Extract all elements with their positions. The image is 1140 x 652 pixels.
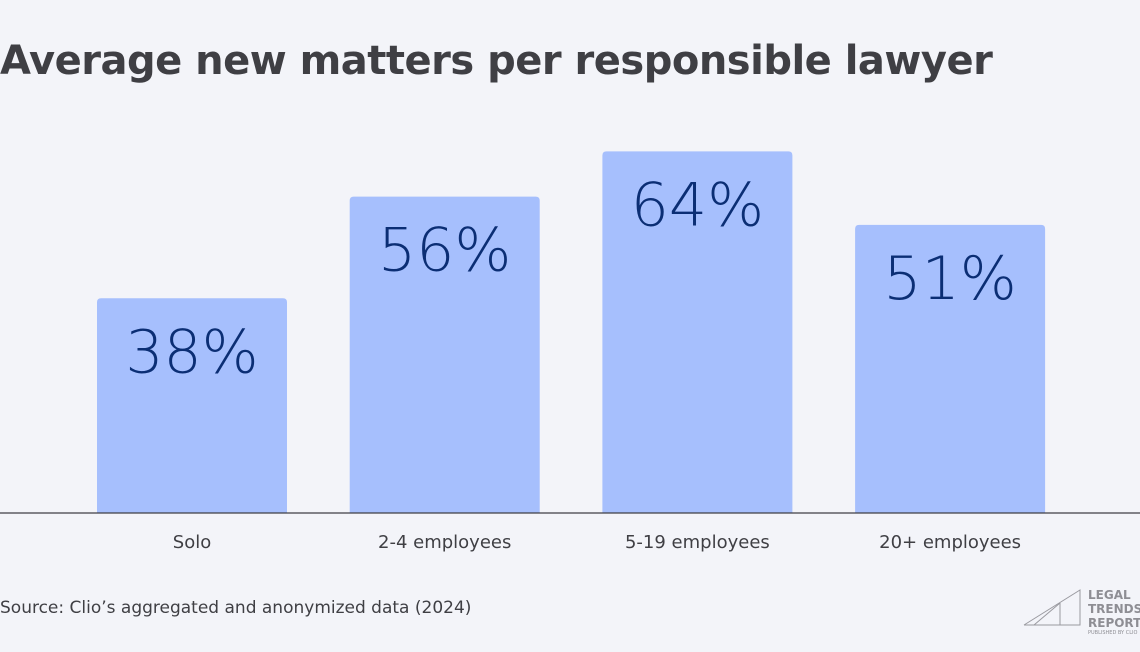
bar-3: [855, 224, 1046, 513]
data-label-3: 51%: [883, 244, 1016, 314]
x-tick-label-1: 2-4 employees: [378, 532, 511, 553]
chart-title: Average new matters per responsible lawy…: [0, 38, 993, 84]
logo-line1: LEGAL: [1088, 588, 1131, 602]
logo-tagline: PUBLISHED BY CLIO: [1088, 630, 1137, 636]
bar-2: [602, 151, 793, 513]
logo-line2: TRENDS: [1088, 602, 1140, 616]
source-note: Source: Clio’s aggregated and anonymized…: [0, 598, 472, 618]
logo-line3: REPORT: [1088, 616, 1140, 630]
bar-1: [349, 196, 540, 513]
data-label-0: 38%: [125, 317, 258, 387]
legal-trends-report-logo: LEGAL TRENDS REPORT PUBLISHED BY CLIO: [1023, 588, 1140, 636]
data-label-2: 64%: [631, 170, 764, 240]
bar-chart: 38% Solo 56% 2-4 employees 64% 5-19 employees…: [0, 151, 1140, 553]
data-label-1: 56%: [378, 216, 511, 286]
x-tick-label-3: 20+ employees: [879, 532, 1021, 553]
x-tick-label-2: 5-19 employees: [625, 532, 770, 553]
x-tick-label-0: Solo: [173, 532, 211, 553]
bar-0: [97, 298, 287, 513]
